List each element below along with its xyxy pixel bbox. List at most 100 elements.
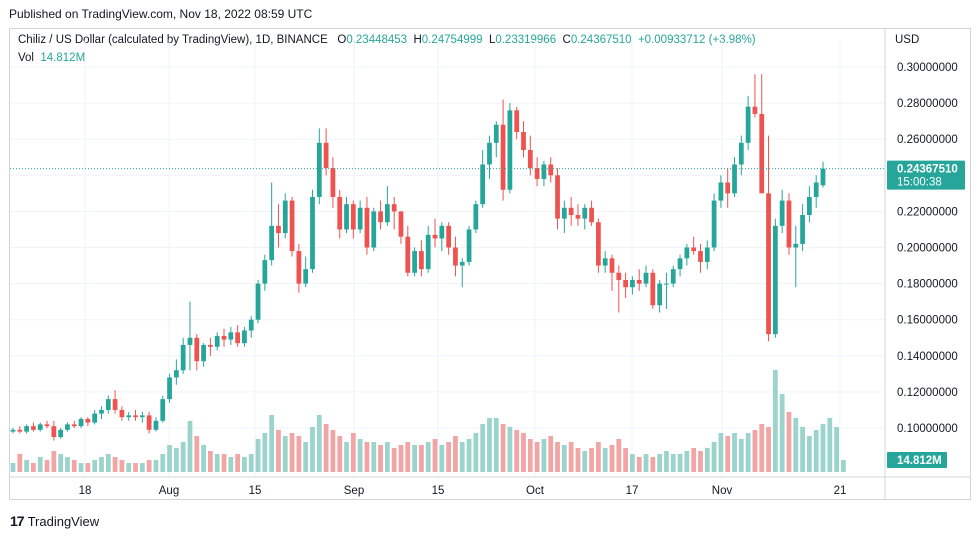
volume-bar <box>568 442 574 472</box>
volume-bar <box>167 445 172 472</box>
candle-body <box>419 251 424 270</box>
volume-bar <box>119 460 125 472</box>
candle-body <box>704 247 710 262</box>
volume-bar <box>37 457 43 472</box>
chart-frame[interactable] <box>9 28 971 500</box>
candle-body <box>425 234 431 270</box>
close-value: 0.24367510 <box>570 34 632 46</box>
candle-body <box>384 204 390 223</box>
candle-body <box>514 110 520 132</box>
candle-body <box>725 182 731 194</box>
candle-body <box>698 251 703 262</box>
candle-body <box>44 424 50 427</box>
candle-body <box>180 344 186 371</box>
volume-bar <box>221 454 227 472</box>
candle-body <box>466 229 472 262</box>
candle-body <box>330 168 336 197</box>
x-tick-label: 18 <box>79 485 92 497</box>
candle-body <box>228 332 234 340</box>
volume-bar <box>105 454 111 472</box>
volume-bar <box>31 463 36 472</box>
volume-bar <box>248 454 254 472</box>
symbol-description: Chiliz / US Dollar (calculated by Tradin… <box>18 34 328 46</box>
volume-label: Vol <box>18 52 34 64</box>
last-price-value: 0.24367510 <box>897 164 958 176</box>
candle-body <box>126 415 132 418</box>
volume-bar <box>609 445 615 472</box>
volume-bar <box>636 457 642 472</box>
candle-body <box>732 164 737 194</box>
volume-bar <box>160 454 166 472</box>
volume-bar <box>595 442 601 472</box>
candle-body <box>398 211 404 237</box>
volume-bar <box>146 460 152 472</box>
candle-body <box>738 142 744 165</box>
open-value: 0.23448453 <box>346 34 408 46</box>
ohlc-legend: Chiliz / US Dollar (calculated by Tradin… <box>18 34 756 46</box>
candle-body <box>24 426 29 432</box>
candle-body <box>616 272 622 280</box>
volume-bar <box>10 463 16 472</box>
volume-tag <box>887 452 947 468</box>
volume-bar <box>350 433 356 472</box>
volume-bar <box>548 436 554 472</box>
candle-body <box>507 110 513 190</box>
candle-body <box>745 106 751 143</box>
volume-bar <box>575 448 581 472</box>
volume-bar <box>371 442 377 472</box>
candle-body <box>85 418 91 423</box>
published-caption: Published on TradingView.com, Nov 18, 20… <box>9 7 313 21</box>
candle-body <box>139 415 145 418</box>
candle-body <box>412 251 417 273</box>
candle-body <box>316 142 322 197</box>
volume-bar <box>684 451 690 472</box>
candle-body <box>65 424 70 430</box>
volume-bar <box>58 454 64 472</box>
volume-value: 14.812M <box>40 52 86 64</box>
volume-bar <box>453 436 458 472</box>
x-tick-label: Sep <box>344 485 364 497</box>
footer-brand: TradingView <box>27 513 100 529</box>
candle-body <box>37 424 43 430</box>
candle-body <box>677 258 683 270</box>
volume-bar <box>521 433 526 472</box>
candle-body <box>160 399 166 421</box>
volume-bar <box>65 457 70 472</box>
candle-body <box>214 335 220 347</box>
change-value: +0.00933712 (+3.98%) <box>637 34 756 46</box>
high-value: 0.24754999 <box>421 34 483 46</box>
volume-bar <box>228 457 234 472</box>
volume-bar <box>813 430 819 472</box>
volume-bar <box>473 433 479 472</box>
candle-body <box>167 377 172 400</box>
candle-body <box>242 330 247 344</box>
volume-bar <box>507 427 513 472</box>
candle-body <box>793 243 799 248</box>
volume-bar <box>827 418 833 472</box>
volume-bar <box>711 442 717 472</box>
high-label: H <box>413 34 422 46</box>
low-label: L <box>488 34 496 46</box>
tradingview-footer: 17 TradingView <box>10 513 99 529</box>
open-label: O <box>337 34 347 46</box>
x-tick-label: Oct <box>526 485 545 497</box>
volume-bar <box>337 436 343 472</box>
candle-body <box>759 113 765 194</box>
candle-body <box>282 200 288 234</box>
volume-bar <box>480 424 486 472</box>
volume-bar <box>745 433 751 472</box>
candle-body <box>310 196 315 270</box>
volume-bar <box>330 430 336 472</box>
x-tick-label: 15 <box>432 485 445 497</box>
last-price-tag <box>887 160 965 190</box>
volume-bar <box>296 436 302 472</box>
volume-bar <box>732 433 737 472</box>
candle-body <box>711 200 717 248</box>
y-tick-label: 0.30000000 <box>897 62 958 74</box>
volume-bar <box>255 439 261 472</box>
volume-bar <box>269 415 275 472</box>
volume-bar <box>834 427 839 472</box>
candle-body <box>119 409 125 418</box>
candle-body <box>194 337 200 362</box>
